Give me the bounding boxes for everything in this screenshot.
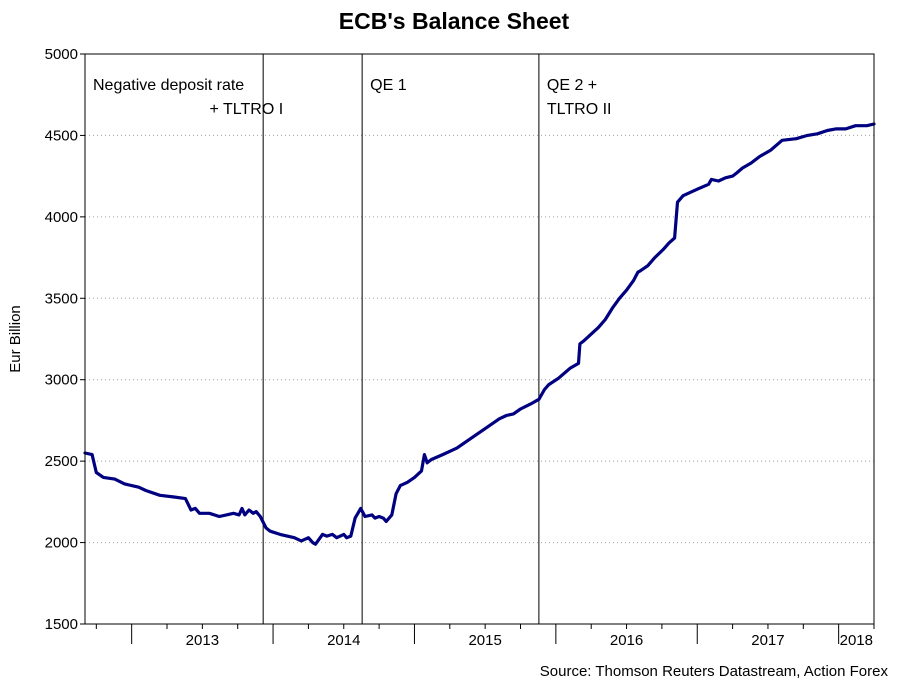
- source-note: Source: Thomson Reuters Datastream, Acti…: [540, 663, 889, 680]
- y-tick-label: 2000: [45, 535, 78, 552]
- y-tick-label: 5000: [45, 46, 78, 63]
- x-tick-label: 2014: [327, 632, 360, 649]
- event-annotation: + TLTRO I: [210, 101, 284, 118]
- plot-frame: [84, 53, 875, 625]
- y-tick-label: 4500: [45, 127, 78, 144]
- x-tick-label: 2017: [751, 632, 784, 649]
- y-tick-label: 1500: [45, 616, 78, 633]
- y-tick-label: 3500: [45, 290, 78, 307]
- x-tick-label: 2018: [840, 632, 873, 649]
- series-line: [83, 122, 876, 546]
- event-lines: Negative deposit rate + TLTRO I QE 1 QE 2 +…: [93, 54, 611, 624]
- y-tick-label: 2500: [45, 453, 78, 470]
- x-axis: 2013 2014 2015 2016 2017 2018: [95, 624, 875, 649]
- gridlines: [85, 134, 874, 544]
- x-tick-label: 2013: [186, 632, 219, 649]
- y-axis-label: Eur Billion: [7, 305, 24, 373]
- event-annotation: Negative deposit rate: [93, 77, 244, 94]
- event-annotation: TLTRO II: [547, 101, 612, 118]
- y-tick-label: 3000: [45, 372, 78, 389]
- y-tick-label: 4000: [45, 209, 78, 226]
- y-axis: 1500 2000 2500 3000 3500 4000 4500 5000: [45, 46, 85, 633]
- event-annotation: QE 2 +: [547, 77, 597, 94]
- x-tick-label: 2015: [468, 632, 501, 649]
- event-annotation: QE 1: [370, 77, 407, 94]
- series-layer: [83, 122, 876, 546]
- chart-title: ECB's Balance Sheet: [339, 8, 570, 34]
- x-tick-label: 2016: [610, 632, 643, 649]
